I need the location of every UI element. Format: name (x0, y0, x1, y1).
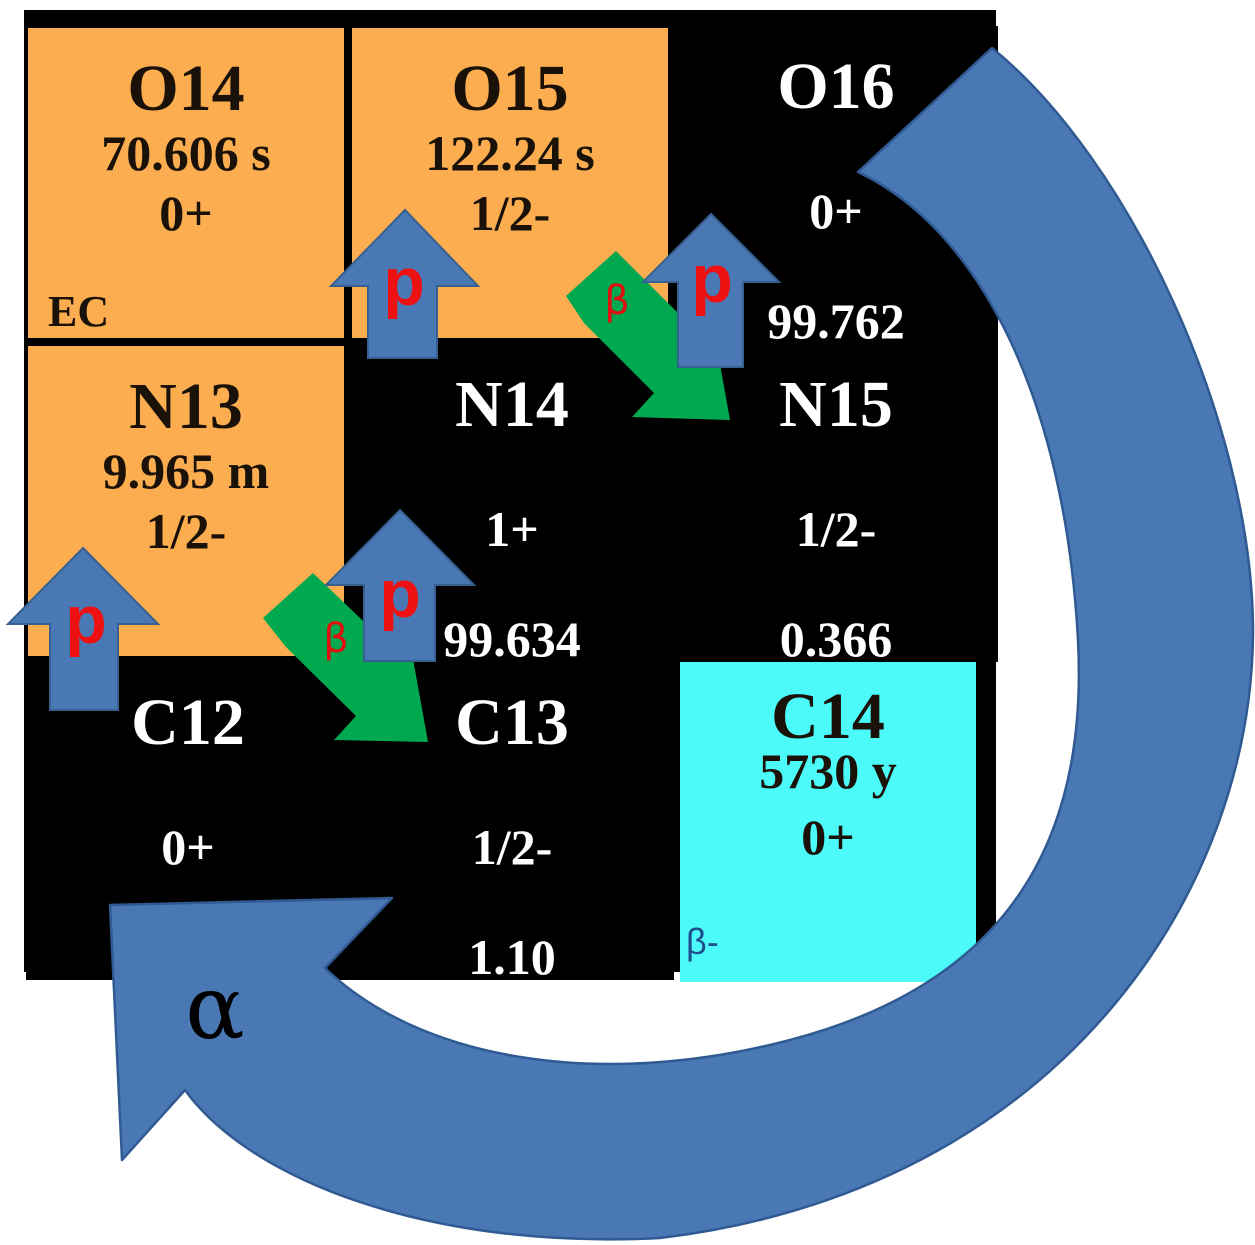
nuclide-symbol: N15 (779, 368, 893, 441)
abundance: 1.10 (468, 929, 556, 985)
beta-arrow-shape (566, 251, 730, 420)
proton-arrow-shape (640, 212, 782, 368)
spin-parity: 0+ (159, 185, 213, 241)
proton-label: p (691, 241, 733, 317)
spin-parity: 1/2- (469, 185, 551, 241)
abundance: 99.762 (767, 293, 905, 349)
proton-arrow-c12-n13: p (5, 546, 161, 711)
proton-label: p (65, 582, 107, 658)
half-life: 5730 y (759, 743, 897, 799)
nuclide-symbol: C14 (771, 680, 885, 753)
proton-label: p (383, 244, 425, 320)
spin-parity: 0+ (809, 183, 863, 239)
beta-arrow-n13-c13: β (263, 573, 428, 742)
beta-label: β (604, 278, 630, 324)
spin-parity: 1+ (485, 501, 539, 557)
proton-label: p (379, 556, 421, 632)
nuclide-symbol: N14 (455, 368, 569, 441)
nuclide-symbol: C12 (131, 686, 245, 759)
nuclide-cell-c14: C14 5730 y 0+ β- (680, 662, 976, 982)
proton-arrow-n14-o15: p (328, 208, 481, 359)
nuclide-symbol: O16 (777, 50, 895, 123)
beta-arrow-o15-n15: β (566, 251, 730, 420)
alpha-arrow: α (108, 46, 1255, 1241)
spin-parity: 1/2- (145, 503, 227, 559)
nuclide-symbol: O14 (127, 52, 245, 125)
proton-arrow-shape (323, 508, 477, 662)
half-life: 9.965 m (102, 443, 270, 499)
spin-parity: 0+ (161, 819, 215, 875)
decay-mode: EC (48, 287, 110, 336)
spin-parity: 1/2- (471, 819, 553, 875)
spin-parity: 0+ (801, 809, 855, 865)
abundance: 99.634 (443, 611, 581, 667)
alpha-label: α (185, 956, 244, 1059)
half-life: 70.606 s (101, 125, 271, 181)
alpha-arrow-shape (108, 46, 1255, 1241)
nuclide-cell-o14: O14 70.606 s 0+ EC (28, 28, 344, 338)
proton-arrow-shape (328, 208, 481, 359)
proton-arrow-n15-o16: p (640, 212, 782, 368)
beta-arrow-shape (263, 573, 428, 742)
nuclide-symbol: N13 (129, 370, 243, 443)
beta-label: β (323, 616, 349, 662)
proton-arrow-c13-n14: p (323, 508, 477, 662)
decay-mode: β- (686, 921, 719, 962)
half-life: 122.24 s (425, 125, 595, 181)
nuclide-symbol: O15 (451, 52, 569, 125)
nuclide-cell-n15: N15 1/2- 0.366 (674, 344, 998, 667)
abundance: 0.366 (779, 611, 893, 667)
proton-arrow-shape (5, 546, 161, 711)
nuclide-symbol: C13 (455, 686, 569, 759)
spin-parity: 1/2- (795, 501, 877, 557)
